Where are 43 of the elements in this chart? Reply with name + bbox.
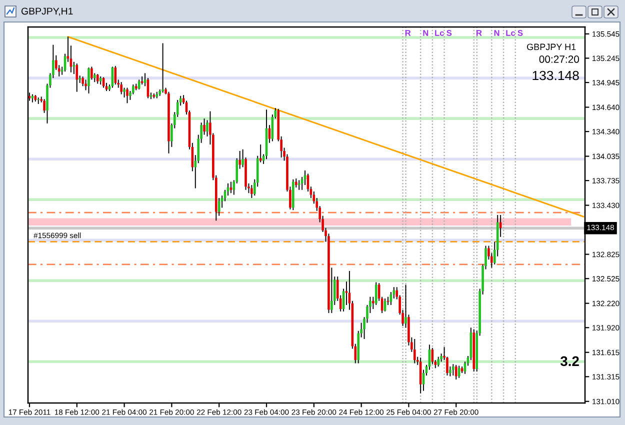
candlestick: [413, 338, 416, 364]
candlestick: [330, 267, 333, 314]
candlestick: [126, 87, 128, 104]
annotation: Lc: [506, 30, 516, 36]
annotation: R: [405, 30, 411, 36]
candlestick: [250, 184, 253, 198]
candlestick: [138, 79, 140, 90]
candlestick: [96, 74, 99, 84]
candlestick: [114, 65, 117, 86]
annotation: S: [446, 30, 452, 36]
candlestick: [43, 98, 46, 114]
candlestick: [82, 76, 84, 87]
candlestick: [437, 356, 440, 368]
annotation: 3.2: [560, 356, 579, 366]
annotation: 00:27:20: [539, 56, 580, 63]
candlestick: [203, 118, 206, 136]
candlestick: [372, 296, 374, 310]
candlestick: [449, 366, 452, 377]
candlestick: [84, 79, 87, 91]
candlestick: [123, 87, 126, 98]
candlestick: [242, 148, 244, 168]
annotation: Lc: [435, 30, 444, 36]
annotation: N: [423, 30, 428, 36]
candlestick: [458, 365, 460, 378]
annotation: R: [476, 30, 482, 36]
annotation: GBPJPY H1: [527, 44, 576, 50]
candlestick: [120, 82, 122, 95]
candlestick: [144, 72, 146, 87]
candlestick: [238, 150, 241, 170]
candlestick: [452, 364, 454, 376]
annotation: S: [518, 30, 523, 36]
candlestick: [90, 66, 93, 80]
candlestick: [162, 42, 164, 94]
annotation: 133.148: [532, 70, 579, 80]
candlestick: [76, 62, 78, 92]
candlestick: [230, 181, 232, 194]
candlestick: [374, 282, 378, 306]
candlestick: [88, 67, 90, 94]
candlestick: [454, 364, 458, 380]
chart-title: GBPJPY,H1: [21, 8, 73, 16]
annotation: N: [494, 30, 500, 36]
candlestick: [206, 120, 208, 137]
candlestick: [218, 198, 220, 216]
